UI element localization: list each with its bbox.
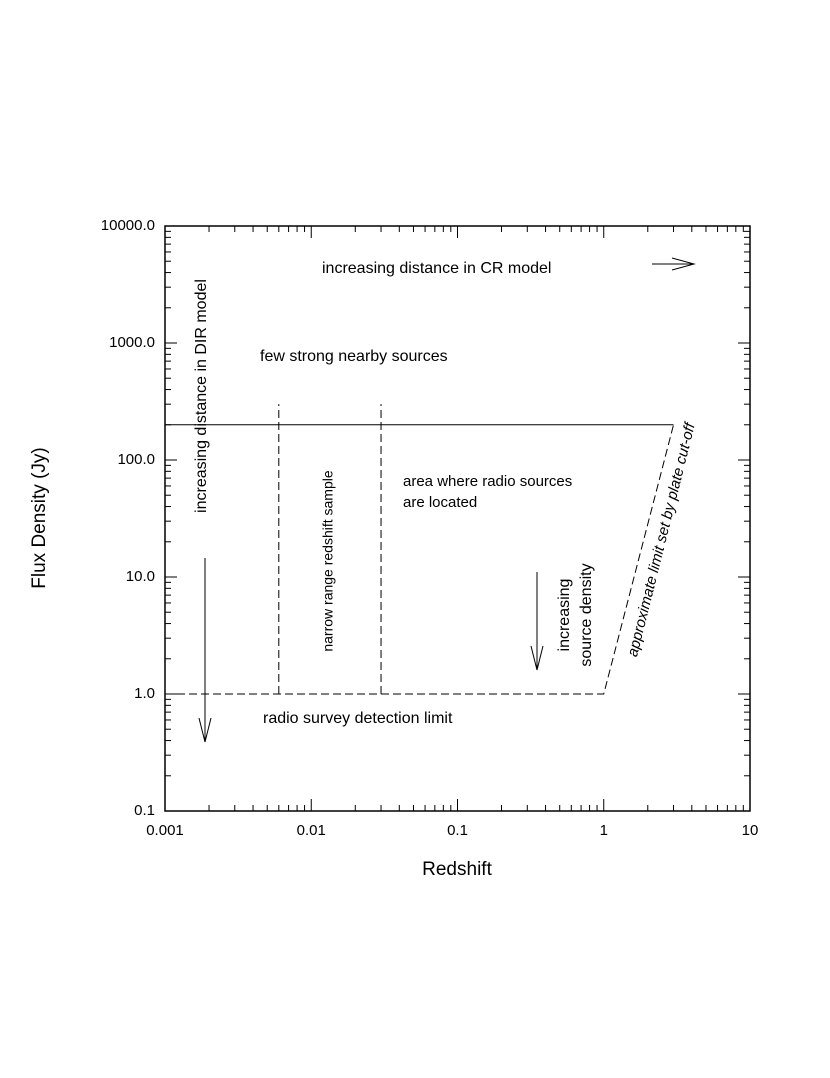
y-tick-label: 10.0 [126, 568, 155, 585]
x-tick-label: 10 [742, 822, 759, 839]
annotation: few strong nearby sources [260, 348, 448, 365]
y-tick-label: 10000.0 [101, 217, 155, 234]
annotation: are located [403, 494, 477, 511]
annotation: radio survey detection limit [263, 710, 453, 727]
annotation: narrow range redshift sample [320, 470, 336, 652]
annotation: increasing distance in DIR model [193, 279, 210, 513]
arrow-head [198, 717, 212, 743]
y-tick-label: 0.1 [134, 802, 155, 819]
arrow-head [530, 645, 544, 671]
annotation: source density [578, 563, 595, 666]
y-axis-label: Flux Density (Jy) [29, 447, 50, 588]
x-tick-label: 1 [600, 822, 608, 839]
data-line [165, 424, 675, 695]
y-tick-label: 100.0 [117, 451, 155, 468]
arrows [198, 257, 696, 743]
annotation: increasing distance in CR model [322, 260, 551, 277]
annotation: increasing [556, 579, 573, 652]
annotation: approximate limit set by plate cut-off [624, 420, 699, 659]
x-tick-label: 0.001 [146, 822, 184, 839]
arrow-head [671, 257, 696, 271]
annotation: area where radio sources [403, 473, 572, 490]
y-tick-label: 1000.0 [109, 334, 155, 351]
y-tick-label: 1.0 [134, 685, 155, 702]
x-tick-label: 0.1 [447, 822, 468, 839]
x-axis-label: Redshift [422, 859, 492, 880]
x-tick-label: 0.01 [297, 822, 326, 839]
